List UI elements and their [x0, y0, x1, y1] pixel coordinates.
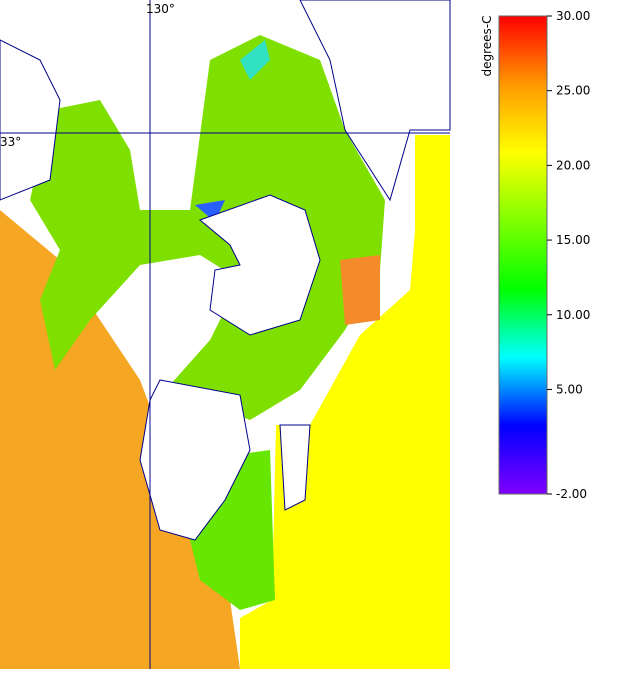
map: 130° 33°	[0, 0, 451, 669]
land	[299, 0, 451, 202]
colorbar-tick-label: 30.00	[556, 9, 590, 23]
colorbar-tick-label: 15.00	[556, 233, 590, 247]
colorbar-tick-label: 5.00	[556, 382, 583, 396]
land	[0, 39, 61, 201]
colorbar: degrees-C 30.00 25.00 20.00 15.00 10.00 5.00 -…	[480, 9, 590, 501]
sea-yellow	[240, 135, 450, 669]
colorbar-title: degrees-C	[480, 15, 494, 76]
colorbar-scale	[498, 15, 548, 495]
colorbar-tick-label: -2.00	[556, 487, 587, 501]
land	[199, 194, 321, 336]
land	[139, 379, 251, 541]
colorbar-tick-label: 25.00	[556, 84, 590, 98]
sea-green	[30, 35, 385, 420]
latitude-label: 33°	[0, 135, 21, 149]
colorbar-tick-label: 10.00	[556, 308, 590, 322]
sea-warm-patch	[340, 255, 380, 325]
sea-cool-patch	[240, 40, 270, 80]
longitude-label: 130°	[146, 2, 175, 16]
colorbar-tick-label: 20.00	[556, 158, 590, 172]
land	[279, 424, 311, 511]
